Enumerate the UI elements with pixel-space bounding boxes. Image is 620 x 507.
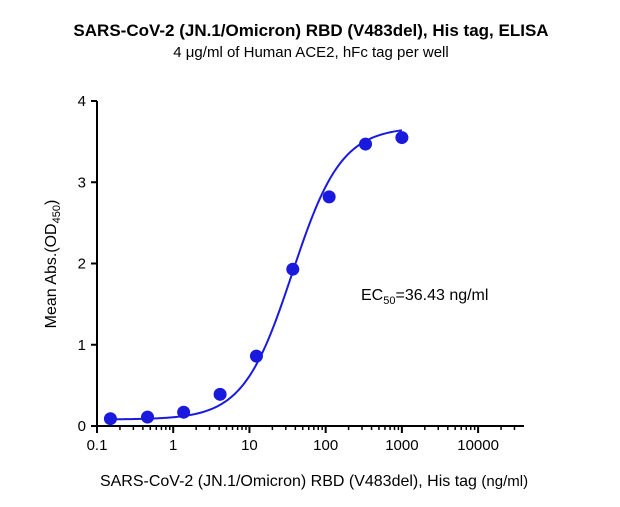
- ec50-value: =36.43 ng/ml: [395, 287, 488, 304]
- data-point-1: [141, 410, 155, 424]
- x-axis-label: SARS-CoV-2 (JN.1/Omicron) RBD (V483del),…: [100, 473, 528, 490]
- ec50-prefix: EC: [361, 287, 383, 304]
- x-tick-label-4: 1000: [385, 437, 418, 454]
- chart-subtitle: 4 μg/ml of Human ACE2, hFc tag per well: [173, 44, 448, 61]
- x-axis-label-unit: (ng/ml): [481, 473, 528, 490]
- x-tick-label-0: 0.1: [87, 437, 108, 454]
- fit-curve: [110, 129, 403, 421]
- x-tick-label-5: 10000: [457, 437, 499, 454]
- data-point-3: [213, 387, 227, 401]
- x-tick-label-3: 100: [313, 437, 338, 454]
- data-point-5: [286, 262, 300, 276]
- x-tick-label-2: 10: [241, 437, 258, 454]
- y-axis-label: Mean Abs.(OD450): [43, 200, 63, 329]
- data-point-0: [103, 412, 117, 426]
- x-tick-label-1: 1: [169, 437, 177, 454]
- fit-curve-group: [110, 129, 403, 421]
- y-axis-label-subscript: 450: [51, 205, 63, 223]
- data-point-4: [249, 349, 263, 363]
- y-tick-label-2: 2: [78, 256, 86, 273]
- y-tick-label-3: 3: [78, 174, 86, 191]
- axes: 0 1 2 3 4 0.1 1 10 100 1000 10000: [78, 93, 524, 454]
- y-axis-label-end: ): [43, 200, 60, 205]
- y-tick-label-4: 4: [78, 93, 86, 110]
- data-points: [103, 131, 409, 426]
- data-point-7: [359, 137, 373, 151]
- data-point-8: [395, 131, 409, 145]
- data-point-2: [177, 405, 191, 419]
- y-axis-label-main: Mean Abs.(OD: [43, 223, 60, 328]
- chart-title: SARS-CoV-2 (JN.1/Omicron) RBD (V483del),…: [73, 21, 548, 40]
- x-axis-label-main: SARS-CoV-2 (JN.1/Omicron) RBD (V483del),…: [100, 473, 477, 490]
- y-tick-label-0: 0: [78, 418, 86, 435]
- ec50-subscript: 50: [383, 295, 395, 307]
- y-tick-label-1: 1: [78, 337, 86, 354]
- ec50-annotation: EC50=36.43 ng/ml: [361, 287, 488, 307]
- data-point-6: [322, 190, 336, 204]
